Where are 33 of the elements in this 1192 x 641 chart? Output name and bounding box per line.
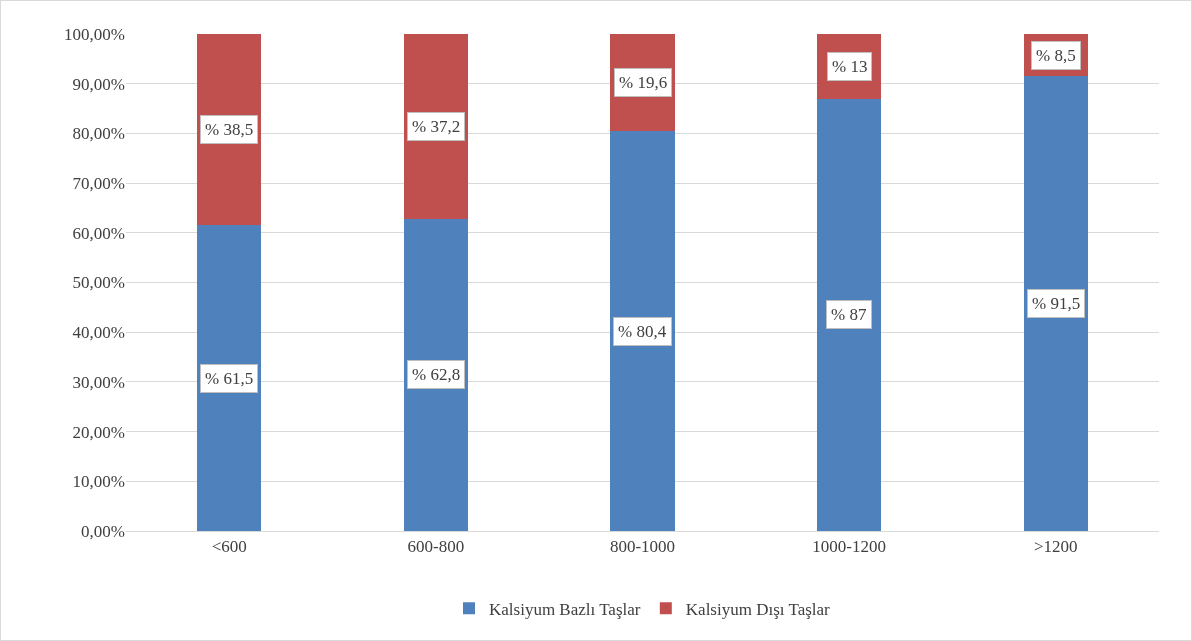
legend-label: Kalsiyum Dışı Taşlar: [685, 599, 831, 619]
data-label: % 19,6: [619, 73, 668, 92]
y-tick-label: 80,00%: [72, 124, 125, 144]
data-label: % 87: [831, 305, 867, 324]
y-tick-label: 50,00%: [72, 273, 125, 293]
y-tick-label: 60,00%: [72, 223, 125, 243]
bar: [197, 225, 262, 531]
bar: [817, 98, 882, 531]
bar: [610, 131, 675, 531]
data-label: % 8,5: [1036, 46, 1076, 65]
bar: [403, 218, 468, 531]
data-label: % 37,2: [412, 117, 461, 136]
y-tick-label: 10,00%: [72, 472, 125, 492]
bar: [1023, 76, 1088, 531]
x-tick-label: 600-800: [407, 537, 465, 557]
x-tick-label: >1200: [1033, 537, 1078, 557]
y-tick-label: 70,00%: [72, 174, 125, 194]
data-label: % 61,5: [205, 369, 254, 388]
data-label: % 91,5: [1032, 294, 1081, 313]
y-tick-label: 100,00%: [64, 24, 125, 44]
y-tick-label: 40,00%: [72, 323, 125, 343]
y-tick-label: 30,00%: [72, 372, 125, 392]
data-label: % 80,4: [618, 322, 667, 341]
y-tick-label: 0,00%: [81, 521, 125, 541]
x-tick-label: 800-1000: [609, 537, 676, 557]
data-label: % 38,5: [205, 120, 254, 139]
data-label: % 62,8: [412, 365, 461, 384]
y-tick-label: 20,00%: [72, 422, 125, 442]
x-tick-label: 1000-1200: [812, 537, 886, 557]
x-tick-label: <600: [211, 537, 247, 557]
legend-label: Kalsiyum Bazlı Taşlar: [489, 599, 641, 619]
data-label: % 13: [832, 57, 868, 76]
y-tick-label: 90,00%: [72, 74, 125, 94]
